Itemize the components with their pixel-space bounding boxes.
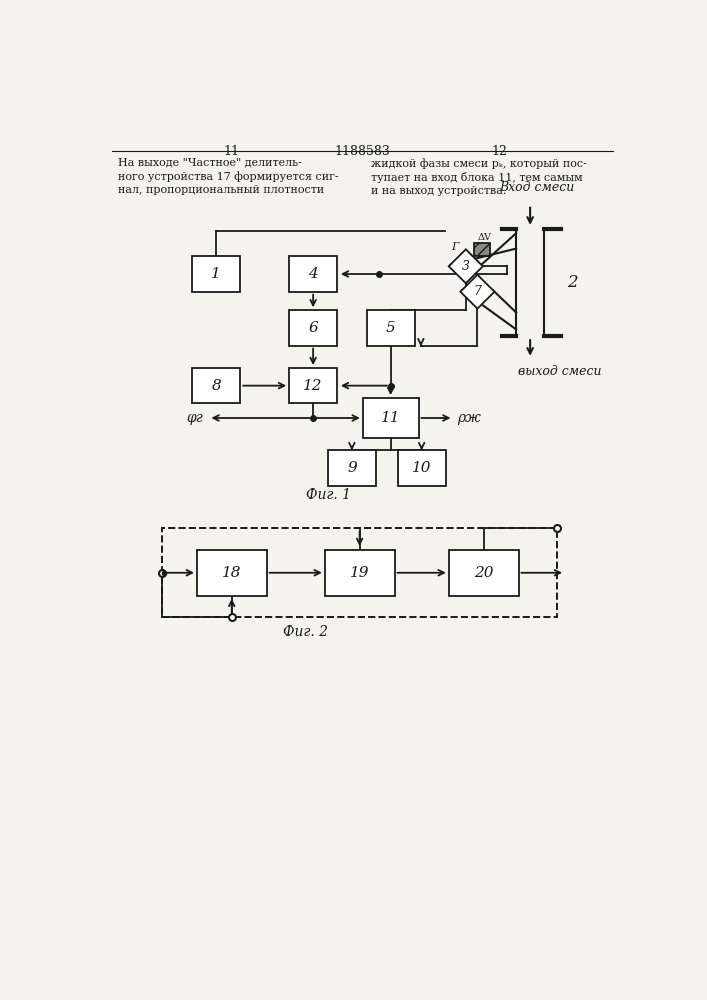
Bar bbox=[325, 550, 395, 596]
Text: 20: 20 bbox=[474, 566, 493, 580]
Bar bbox=[289, 310, 337, 346]
Text: 1188583: 1188583 bbox=[334, 145, 390, 158]
Text: На выходе "Частное" делитель-
ного устройства 17 формируется сиг-
нал, пропорцио: На выходе "Частное" делитель- ного устро… bbox=[118, 158, 339, 195]
Text: 9: 9 bbox=[347, 461, 357, 475]
Polygon shape bbox=[460, 275, 494, 309]
Text: Вход смеси: Вход смеси bbox=[498, 181, 574, 194]
Text: жидкой фазы смеси рₖ, который пос-
тупает на вход блока 11, тем самым
и на выход: жидкой фазы смеси рₖ, который пос- тупае… bbox=[371, 158, 587, 196]
Text: 19: 19 bbox=[350, 566, 369, 580]
Text: 1: 1 bbox=[211, 267, 221, 281]
Text: 7: 7 bbox=[474, 285, 481, 298]
Bar bbox=[289, 368, 337, 403]
Text: 10: 10 bbox=[412, 461, 431, 475]
Bar bbox=[192, 368, 240, 403]
Text: 4: 4 bbox=[308, 267, 318, 281]
Bar bbox=[289, 256, 337, 292]
Text: 18: 18 bbox=[222, 566, 242, 580]
Text: 5: 5 bbox=[386, 321, 395, 335]
Bar bbox=[192, 256, 240, 292]
Text: ΔV: ΔV bbox=[477, 233, 491, 242]
Text: 8: 8 bbox=[211, 379, 221, 393]
Text: 12: 12 bbox=[303, 379, 323, 393]
Text: 3: 3 bbox=[462, 260, 469, 273]
Text: φг: φг bbox=[187, 411, 203, 425]
Polygon shape bbox=[449, 249, 483, 283]
Bar bbox=[328, 450, 376, 486]
Text: ρж: ρж bbox=[457, 411, 481, 425]
Text: 2: 2 bbox=[567, 274, 578, 291]
Text: Фиг. 2: Фиг. 2 bbox=[283, 625, 328, 639]
Text: Фиг. 1: Фиг. 1 bbox=[306, 488, 351, 502]
Text: 6: 6 bbox=[308, 321, 318, 335]
Bar bbox=[474, 243, 490, 256]
Bar bbox=[162, 528, 557, 617]
Text: 11: 11 bbox=[381, 411, 400, 425]
Text: Г: Г bbox=[451, 242, 459, 252]
Bar bbox=[397, 450, 445, 486]
Text: выход смеси: выход смеси bbox=[518, 365, 602, 378]
Bar bbox=[449, 550, 518, 596]
Bar bbox=[367, 310, 414, 346]
Bar bbox=[197, 550, 267, 596]
Bar bbox=[363, 398, 419, 438]
Text: 11: 11 bbox=[223, 145, 240, 158]
Text: 12: 12 bbox=[491, 145, 507, 158]
